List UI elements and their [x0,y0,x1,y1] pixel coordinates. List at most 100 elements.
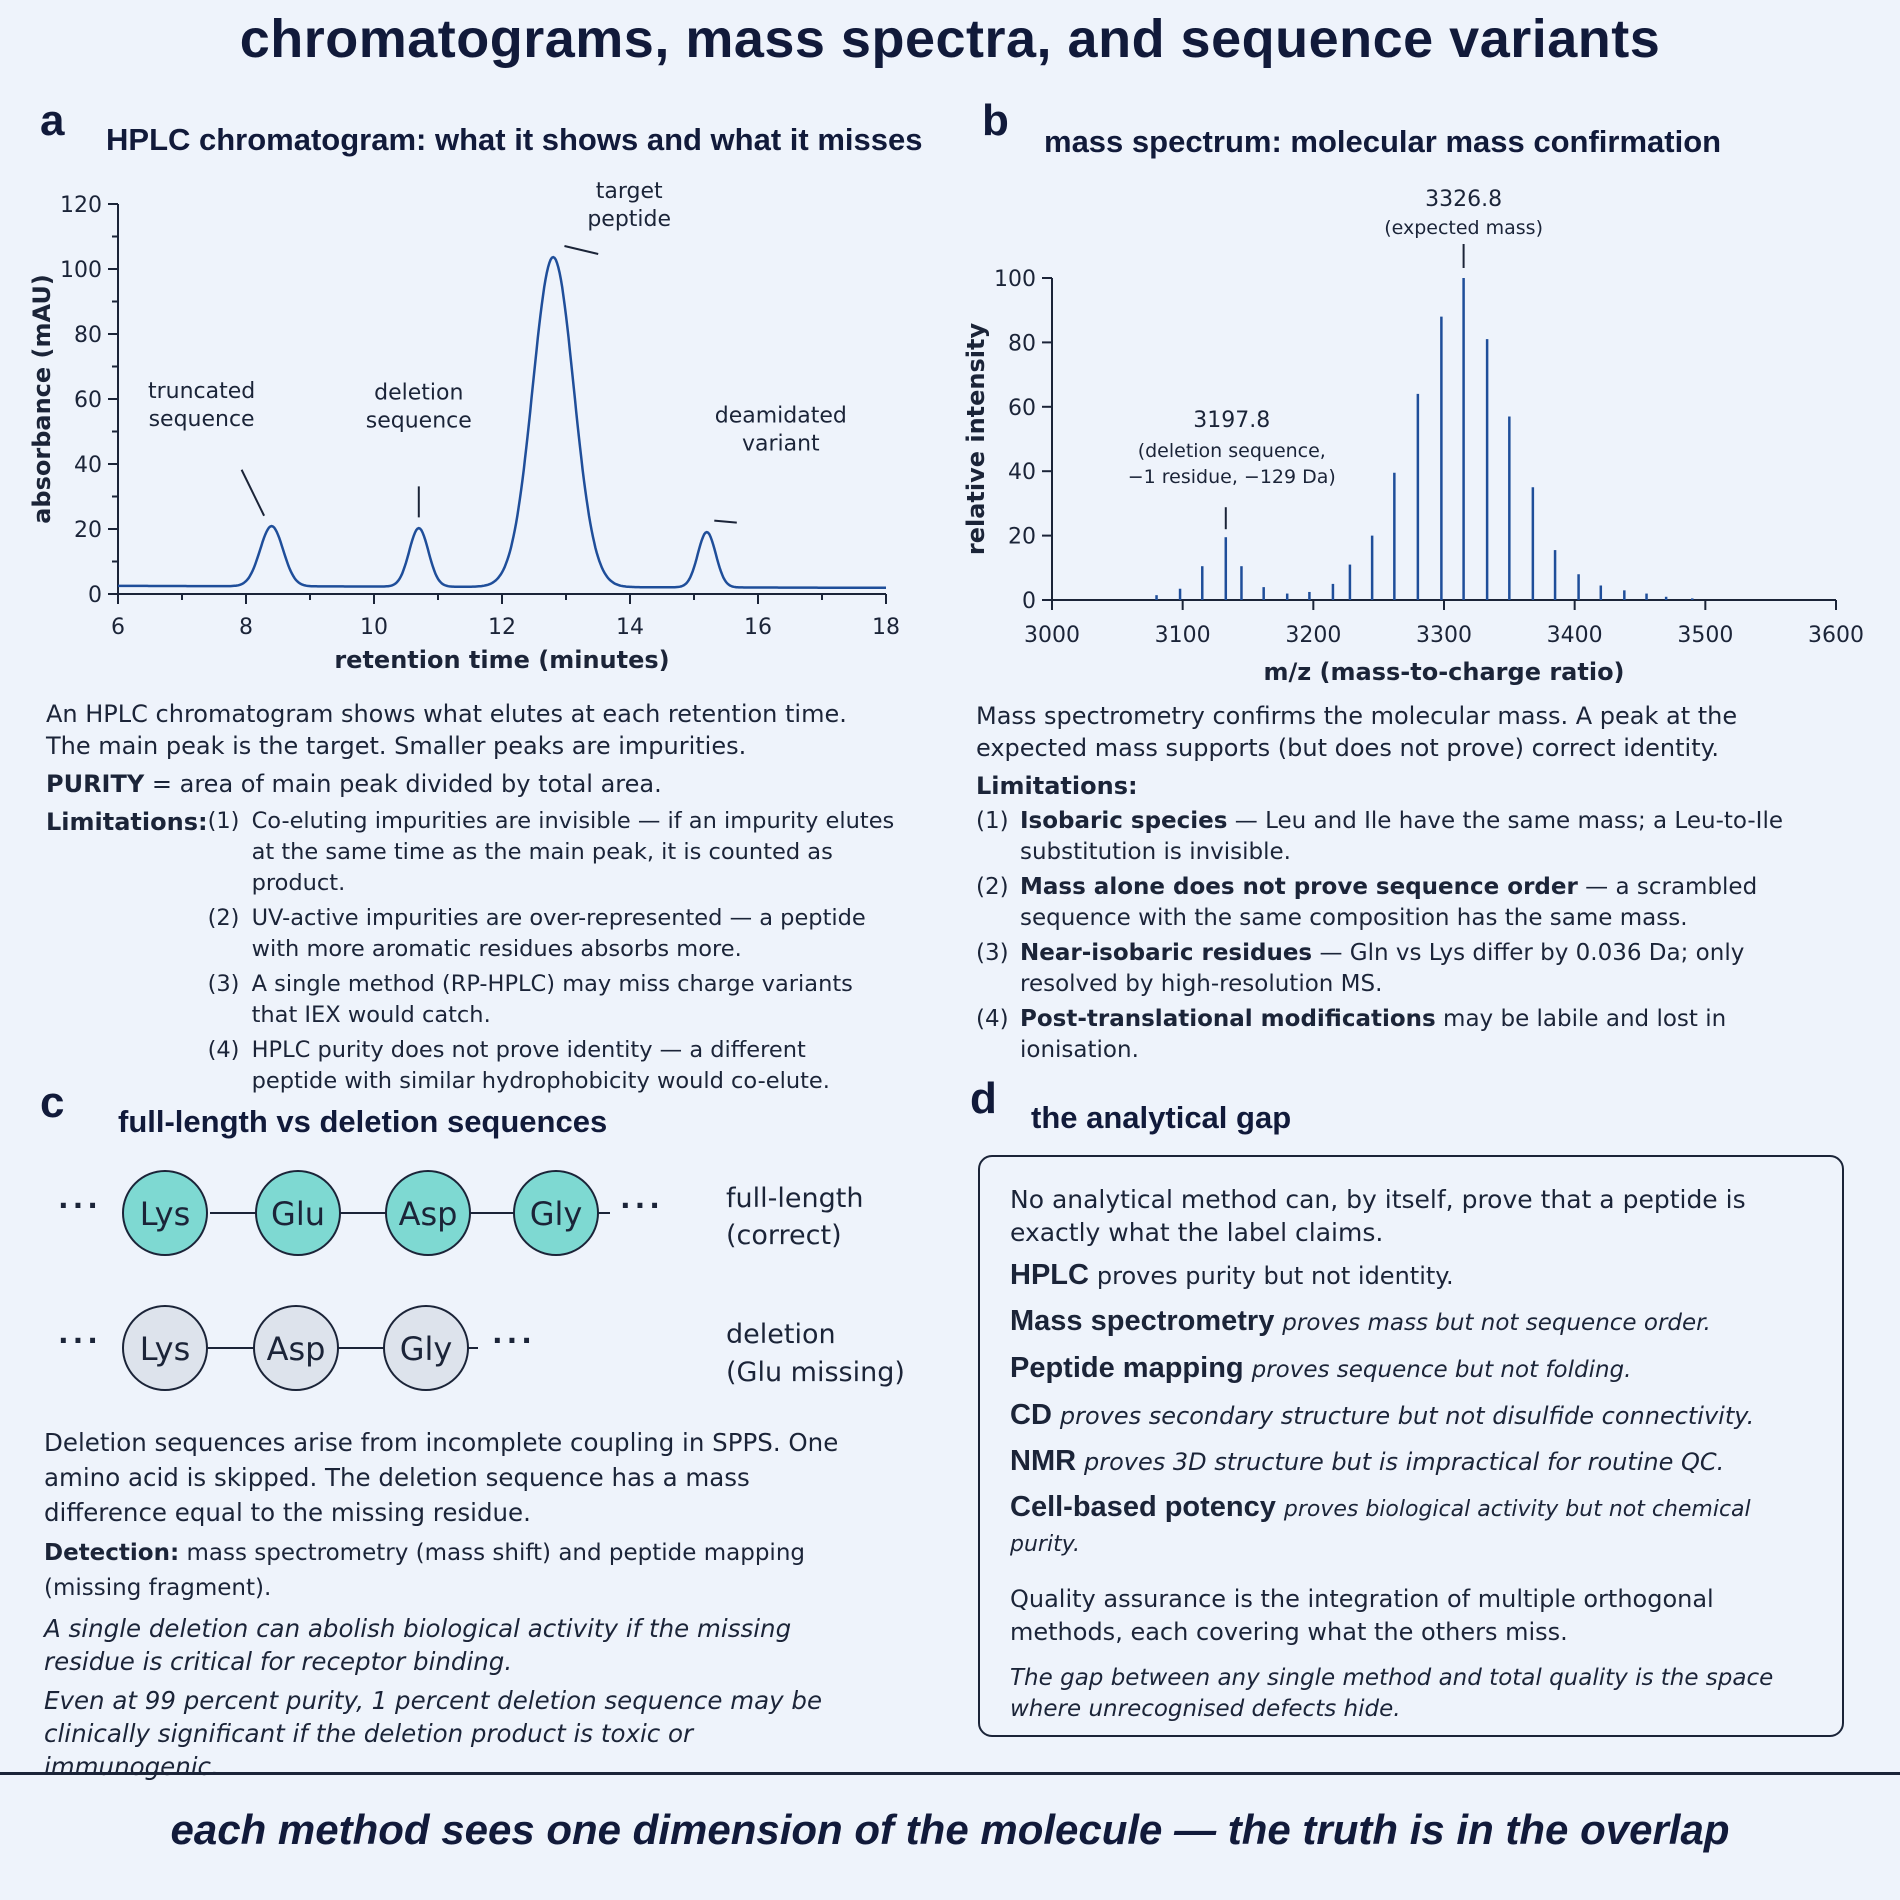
x-tick-label: 3400 [1547,623,1603,648]
y-tick-label: 20 [74,518,102,543]
panel-a-letter: a [40,96,65,145]
residue-label: Lys [140,1330,191,1368]
residue-node [255,1170,341,1256]
panel-c-para3: A single deletion can abolish biological… [44,1614,792,1676]
x-tick-label: 14 [616,615,644,640]
y-axis-label: absorbance (mAU) [28,274,56,524]
peak-label: deamidated [715,404,847,429]
residue-node [122,1170,208,1256]
method-row: Mass spectrometry proves mass but not se… [1010,1305,1711,1337]
x-tick-label: 3500 [1677,623,1733,648]
full-length-sublabel: (correct) [726,1220,842,1251]
x-tick-label: 18 [872,615,900,640]
panel-a-intro: An HPLC chromatogram shows what elutes a… [46,700,847,760]
gap-intro: No analytical method can, by itself, pro… [1010,1185,1746,1247]
panel-c-para1: Deletion sequences arise from incomplete… [44,1428,839,1527]
chromatogram-trace [118,255,886,590]
x-tick-label: 10 [360,615,388,640]
limitation-item: (4) HPLC purity does not prove identity —… [207,1037,830,1094]
residue-node [122,1305,208,1391]
y-tick-label: 120 [60,193,102,218]
peak-label: target [596,180,663,204]
purity-definition: = area of main peak divided by total are… [151,770,662,798]
x-tick-label: 3300 [1416,623,1472,648]
panel-a-limitations-label: Limitations: [46,808,208,836]
deletion-label: deletion [726,1319,836,1350]
footer-tagline: each method sees one dimension of the mo… [170,1806,1730,1853]
peak-leader-line [240,469,265,517]
sequence-diagram: ··· Lys Glu Asp Gly ··· full-length (correc… [58,1170,905,1391]
limitation-item: (2) UV-active impurities are over-represe… [207,905,866,962]
residue-label: Asp [267,1330,326,1368]
residue-label: Glu [271,1195,325,1233]
y-tick-label: 60 [74,388,102,413]
y-tick-label: 100 [60,258,102,283]
gap-qa: Quality assurance is the integration of … [1010,1585,1714,1646]
x-tick-label: 3600 [1808,623,1864,648]
annotation-label: 3326.8 [1425,187,1502,212]
ellipsis-right: ··· [492,1324,536,1357]
annotation-label: (expected mass) [1384,217,1543,239]
hplc-chromatogram: 0 20 40 60 80 100 120 6 8 10 12 14 16 18 retention tim… [28,180,900,674]
method-row: HPLC proves purity but not identity. [1010,1259,1454,1291]
panel-c-text: Deletion sequences arise from incomplete… [44,1425,864,1783]
residue-label: Gly [530,1195,583,1233]
x-tick-label: 3100 [1155,623,1211,648]
residue-node [513,1170,599,1256]
deletion-sublabel: (Glu missing) [726,1357,905,1388]
annotation-label: −1 residue, −129 Da) [1128,466,1336,488]
peak-label: sequence [366,408,472,433]
panel-b-title: mass spectrum: molecular mass confirmati… [1044,124,1722,159]
peak-leader-line [714,519,737,524]
panel-c-para4: Even at 99 percent purity, 1 percent del… [44,1686,823,1781]
limitation-item: (4) Post-translational modifications may … [976,1006,1727,1063]
x-tick-label: 6 [111,615,125,640]
residue-label: Lys [140,1195,191,1233]
panel-d-title: the analytical gap [1031,1100,1292,1135]
y-tick-label: 80 [1008,331,1036,356]
ellipsis-right: ··· [620,1189,664,1222]
y-axis-label: relative intensity [962,323,990,556]
gap-conclusion: The gap between any single method and to… [1010,1665,1774,1722]
mass-spectrum: 0 20 40 60 80 100 3000 3100 3200 3300 3400 3500 3600… [962,187,1864,686]
y-tick-label: 40 [1008,460,1036,485]
full-length-label: full-length [726,1183,863,1214]
y-tick-label: 0 [88,583,102,608]
panel-a-text: An HPLC chromatogram shows what elutes a… [46,698,896,1097]
panel-b-limitations-list: (1) Isobaric species — Leu and Ile have t… [976,806,1836,1066]
x-axis-label: retention time (minutes) [334,646,669,674]
panel-d-letter: d [970,1074,997,1123]
peak-label: deletion [374,380,463,405]
residue-node [385,1170,471,1256]
limitation-item: (3) A single method (RP-HPLC) may miss ch… [207,971,853,1028]
x-tick-label: 12 [488,615,516,640]
method-row: CD proves secondary structure but not di… [1010,1399,1755,1431]
detection-text: mass spectrometry (mass shift) and pepti… [44,1540,805,1601]
panel-a-limitations: Limitations: (1) Co-eluting impurities ar… [46,806,896,1097]
peak-label: truncated [148,379,255,404]
footer-divider [0,1772,1900,1775]
limitation-item: (3) Near-isobaric residues — Gln vs Lys d… [976,940,1745,997]
residue-node [253,1305,339,1391]
limitation-item: (2) Mass alone does not prove sequence or… [976,874,1758,931]
analytical-gap-box: No analytical method can, by itself, pro… [978,1155,1844,1737]
limitation-item: (1) Isobaric species — Leu and Ile have t… [976,808,1784,865]
panel-b-letter: b [982,96,1009,145]
x-tick-label: 16 [744,615,772,640]
panel-a-purity: PURITY = area of main peak divided by to… [46,768,896,800]
limitation-item: (1) Co-eluting impurities are invisible —… [207,808,895,896]
y-tick-label: 20 [1008,525,1036,550]
peak-label: sequence [149,407,255,432]
x-tick-label: 3200 [1285,623,1341,648]
x-axis-label: m/z (mass-to-charge ratio) [1263,658,1624,686]
panel-c-detection: Detection: mass spectrometry (mass shift… [44,1536,864,1606]
y-tick-label: 100 [994,267,1036,292]
peak-leader-line [564,245,599,255]
annotation-label: (deletion sequence, [1138,440,1326,462]
panel-b-limitations-label: Limitations: [976,772,1138,800]
analytical-gap-content: No analytical method can, by itself, pro… [1010,1183,1810,1725]
peak-label: variant [742,432,820,457]
method-row: Peptide mapping proves sequence but not … [1010,1352,1632,1384]
figure-title: chromatograms, mass spectra, and sequenc… [239,9,1661,69]
x-tick-label: 3000 [1024,623,1080,648]
